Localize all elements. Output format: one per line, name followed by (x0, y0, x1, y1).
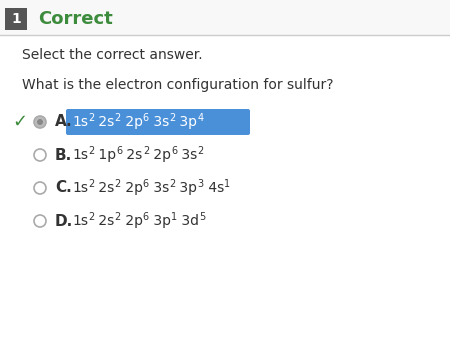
Text: 3p: 3p (176, 115, 198, 129)
Circle shape (37, 119, 43, 125)
Text: 1: 1 (224, 179, 230, 189)
FancyBboxPatch shape (66, 109, 250, 135)
Text: 6: 6 (143, 179, 149, 189)
Text: 2p: 2p (121, 181, 143, 195)
Circle shape (34, 116, 46, 128)
Text: 2: 2 (169, 179, 176, 189)
Text: 1s: 1s (72, 214, 88, 228)
Text: 4: 4 (198, 113, 203, 123)
Text: 2: 2 (114, 179, 121, 189)
Text: D.: D. (55, 214, 73, 229)
Text: ✓: ✓ (12, 113, 27, 131)
Text: 1: 1 (171, 212, 177, 222)
Text: 2: 2 (114, 113, 121, 123)
Text: 1p: 1p (94, 148, 117, 162)
Text: 4s: 4s (203, 181, 224, 195)
FancyBboxPatch shape (0, 0, 450, 35)
Text: 1s: 1s (72, 181, 88, 195)
Text: 6: 6 (171, 146, 177, 156)
Text: 2: 2 (88, 113, 94, 123)
Text: 3p: 3p (176, 181, 198, 195)
Text: 6: 6 (117, 146, 122, 156)
Text: 1s: 1s (72, 148, 88, 162)
Text: 6: 6 (143, 113, 149, 123)
Text: 2: 2 (114, 212, 121, 222)
Text: 3s: 3s (177, 148, 198, 162)
Text: 2s: 2s (94, 181, 114, 195)
Text: 1: 1 (11, 12, 21, 26)
Text: 3p: 3p (149, 214, 171, 228)
Text: 1s: 1s (72, 115, 88, 129)
Text: Correct: Correct (38, 10, 113, 28)
Text: Select the correct answer.: Select the correct answer. (22, 48, 203, 62)
Text: 2: 2 (198, 146, 203, 156)
Text: 3d: 3d (177, 214, 199, 228)
Text: 2: 2 (88, 179, 94, 189)
Text: 2p: 2p (121, 214, 143, 228)
Text: A.: A. (55, 114, 72, 130)
Text: 2s: 2s (94, 115, 114, 129)
Text: C.: C. (55, 181, 72, 196)
Text: 2s: 2s (122, 148, 143, 162)
Text: 5: 5 (199, 212, 205, 222)
Text: 2s: 2s (94, 214, 114, 228)
Text: 3: 3 (198, 179, 203, 189)
Text: 3s: 3s (149, 181, 169, 195)
FancyBboxPatch shape (5, 8, 27, 30)
Text: What is the electron configuration for sulfur?: What is the electron configuration for s… (22, 78, 333, 92)
Text: B.: B. (55, 147, 72, 162)
Text: 2: 2 (143, 146, 149, 156)
Text: 2p: 2p (121, 115, 143, 129)
Text: 2: 2 (88, 146, 94, 156)
Text: 2p: 2p (149, 148, 171, 162)
Text: 2: 2 (169, 113, 176, 123)
Text: 6: 6 (143, 212, 149, 222)
Text: 2: 2 (88, 212, 94, 222)
Text: 3s: 3s (149, 115, 169, 129)
